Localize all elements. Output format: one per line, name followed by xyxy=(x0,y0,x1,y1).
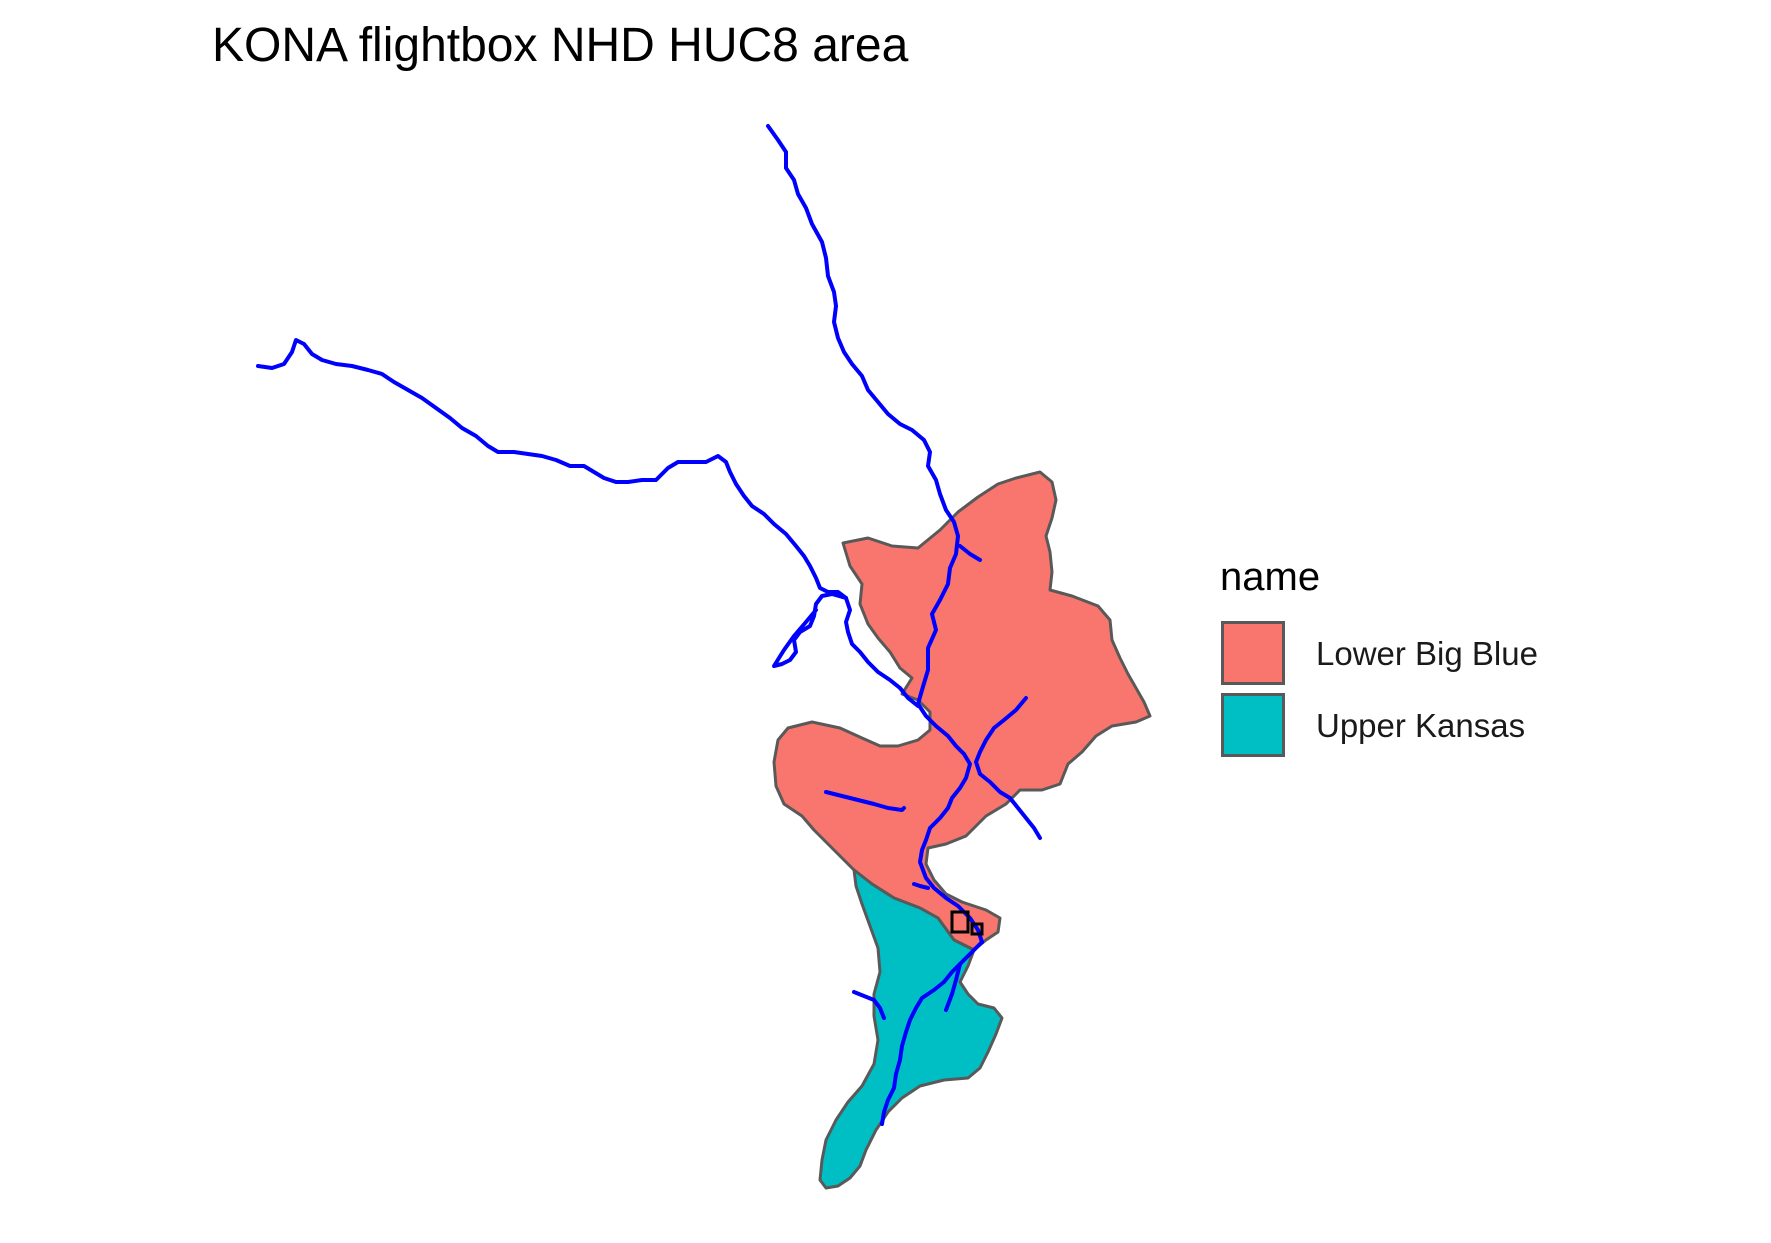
legend-label-upper-kansas: Upper Kansas xyxy=(1316,707,1526,744)
river-west-branch xyxy=(256,338,920,708)
river-tributary-northeast xyxy=(958,544,982,562)
river-tributary-southeast xyxy=(944,962,962,1012)
river-fragment xyxy=(912,882,930,890)
flightbox-outline-small xyxy=(970,922,984,936)
legend-title: name xyxy=(1220,555,1321,599)
legend-key-upper-kansas xyxy=(1221,693,1285,757)
flightbox-outline-main xyxy=(950,910,970,934)
river-south-stem xyxy=(880,940,984,1126)
legend-key-lower-big-blue xyxy=(1221,621,1285,685)
legend-item-upper-kansas: Upper Kansas xyxy=(1220,693,1640,761)
river-east-tributary xyxy=(974,696,1042,840)
river-west-loop xyxy=(772,592,848,668)
river-north-stem xyxy=(766,124,960,706)
huc8-polygon-upper-kansas xyxy=(818,868,1004,1190)
map-title: KONA flightbox NHD HUC8 area xyxy=(212,19,909,72)
river-central-stem xyxy=(916,702,984,944)
huc8-polygon-lower-big-blue xyxy=(772,470,1152,952)
legend-item-lower-big-blue: Lower Big Blue xyxy=(1220,621,1640,689)
river-tributary-southwest xyxy=(824,790,906,812)
river-tributary-south-west xyxy=(852,990,886,1020)
legend-label-lower-big-blue: Lower Big Blue xyxy=(1316,635,1538,672)
